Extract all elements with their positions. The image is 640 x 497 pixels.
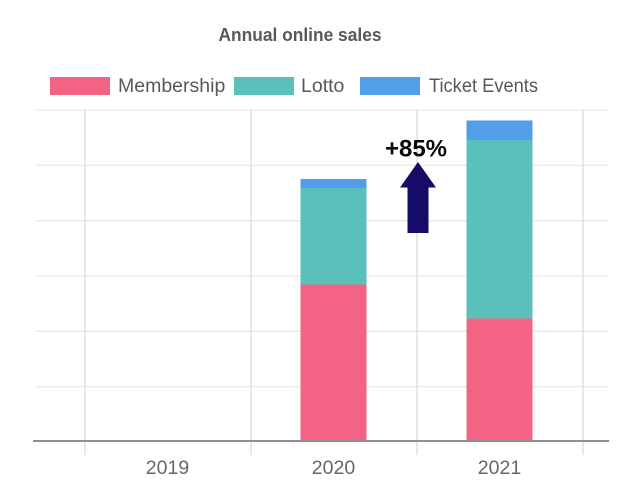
svg-text:Membership: Membership [118,75,225,97]
svg-text:2020: 2020 [312,457,356,479]
svg-text:2019: 2019 [146,457,189,479]
svg-text:Lotto: Lotto [301,75,345,97]
svg-text:+85%: +85% [385,136,447,163]
svg-text:Ticket Events: Ticket Events [429,75,538,97]
svg-text:Annual online sales: Annual online sales [219,25,382,45]
svg-text:2021: 2021 [478,457,521,479]
